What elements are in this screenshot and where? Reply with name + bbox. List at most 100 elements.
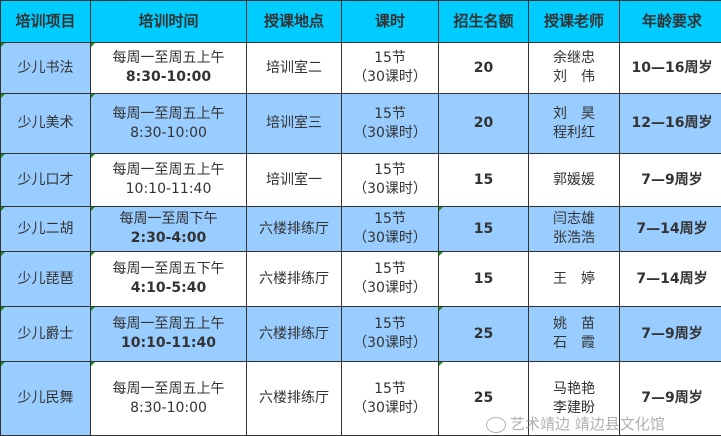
course-name-cell: 少儿书法 <box>1 43 91 94</box>
place-cell: 六楼排练厅 <box>247 362 342 436</box>
cell-line: 15节 <box>342 260 438 279</box>
place-cell: 培训室三 <box>247 94 342 154</box>
cell-line: 8:30-10:00 <box>91 68 246 87</box>
column-header: 授课地点 <box>247 1 342 43</box>
cell-line: 每周一至周五下午 <box>91 260 246 279</box>
cell-line: （30课时） <box>342 180 438 199</box>
quota-cell: 15 <box>439 252 529 307</box>
hours-cell: 15节（30课时） <box>342 207 439 252</box>
hours-cell: 15节（30课时） <box>342 252 439 307</box>
hours-cell: 15节（30课时） <box>342 307 439 362</box>
cell-line: 10:10-11:40 <box>91 180 246 199</box>
cell-line: 郭媛媛 <box>529 171 619 190</box>
cell-line: 4:10-5:40 <box>91 279 246 298</box>
course-name-cell: 少儿美术 <box>1 94 91 154</box>
cell-line: 15节 <box>342 380 438 399</box>
column-header: 课时 <box>342 1 439 43</box>
teacher-cell: 闫志雄张浩浩 <box>529 207 620 252</box>
cell-line: 每周一至周五上午 <box>91 49 246 68</box>
age-cell: 7—9周岁 <box>620 154 721 207</box>
cell-line: 15节 <box>342 210 438 229</box>
age-cell: 10—16周岁 <box>620 43 721 94</box>
cell-line: 程利红 <box>529 124 619 143</box>
column-header: 授课老师 <box>529 1 620 43</box>
course-name-cell: 少儿琵琶 <box>1 252 91 307</box>
age-cell: 7—9周岁 <box>620 307 721 362</box>
header-row: 培训项目培训时间授课地点课时招生名额授课老师年龄要求 <box>1 1 721 43</box>
place-cell: 六楼排练厅 <box>247 252 342 307</box>
teacher-cell: 郭媛媛 <box>529 154 620 207</box>
cell-line: 每周一至周五上午 <box>91 105 246 124</box>
cell-line: 姚 苗 <box>529 315 619 334</box>
watermark-text: 艺术靖边 靖边县文化馆 <box>510 415 665 433</box>
watermark: 艺术靖边 靖边县文化馆 <box>486 413 665 434</box>
cell-line: 2:30-4:00 <box>91 229 246 248</box>
hours-cell: 15节（30课时） <box>342 94 439 154</box>
cell-line: 闫志雄 <box>529 210 619 229</box>
cell-line: 15节 <box>342 105 438 124</box>
cell-line: 马艳艳 <box>529 380 619 399</box>
age-cell: 7—14周岁 <box>620 207 721 252</box>
teacher-cell: 姚 苗石 霞 <box>529 307 620 362</box>
cell-line: 8:30-10:00 <box>91 124 246 143</box>
cell-line: 每周一至周五上午 <box>91 315 246 334</box>
place-cell: 六楼排练厅 <box>247 307 342 362</box>
cell-line: 每周一至周五上午 <box>91 161 246 180</box>
teacher-cell: 余继忠刘 伟 <box>529 43 620 94</box>
cell-line: 王 婷 <box>529 270 619 289</box>
course-name-cell: 少儿二胡 <box>1 207 91 252</box>
age-cell: 12—16周岁 <box>620 94 721 154</box>
hours-cell: 15节（30课时） <box>342 362 439 436</box>
cell-line: 8:30-10:00 <box>91 399 246 418</box>
place-cell: 六楼排练厅 <box>247 207 342 252</box>
cell-line: 余继忠 <box>529 49 619 68</box>
column-header: 年龄要求 <box>620 1 721 43</box>
cell-line: （30课时） <box>342 229 438 248</box>
course-name-cell: 少儿爵士 <box>1 307 91 362</box>
teacher-cell: 刘 昊程利红 <box>529 94 620 154</box>
cell-line: 刘 伟 <box>529 68 619 87</box>
cell-line: 每周一至周五上午 <box>91 380 246 399</box>
cell-line: 每周一至周下午 <box>91 210 246 229</box>
cell-line: 石 霞 <box>529 334 619 353</box>
hours-cell: 15节（30课时） <box>342 154 439 207</box>
place-cell: 培训室一 <box>247 154 342 207</box>
quota-cell: 15 <box>439 207 529 252</box>
cell-line: 15节 <box>342 161 438 180</box>
cell-line: 刘 昊 <box>529 105 619 124</box>
hours-cell: 15节（30课时） <box>342 43 439 94</box>
quota-cell: 25 <box>439 307 529 362</box>
quota-cell: 15 <box>439 154 529 207</box>
column-header: 培训时间 <box>91 1 247 43</box>
age-cell: 7—14周岁 <box>620 252 721 307</box>
course-name-cell: 少儿口才 <box>1 154 91 207</box>
cell-line: （30课时） <box>342 279 438 298</box>
column-header: 培训项目 <box>1 1 91 43</box>
teacher-cell: 王 婷 <box>529 252 620 307</box>
course-name-cell: 少儿民舞 <box>1 362 91 436</box>
cell-line: （30课时） <box>342 124 438 143</box>
quota-cell: 20 <box>439 94 529 154</box>
cell-line: （30课时） <box>342 334 438 353</box>
wechat-icon <box>486 417 506 433</box>
cell-line: 10:10-11:40 <box>91 334 246 353</box>
cell-line: 15节 <box>342 315 438 334</box>
cell-line: 张浩浩 <box>529 229 619 248</box>
column-header: 招生名额 <box>439 1 529 43</box>
cell-line: 15节 <box>342 49 438 68</box>
quota-cell: 20 <box>439 43 529 94</box>
cell-line: （30课时） <box>342 399 438 418</box>
